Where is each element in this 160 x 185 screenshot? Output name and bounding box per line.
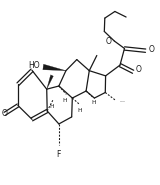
Polygon shape: [43, 64, 66, 71]
Text: ...: ...: [119, 98, 125, 103]
Text: HO: HO: [28, 61, 40, 70]
Text: H: H: [78, 108, 82, 113]
Text: F: F: [57, 150, 61, 159]
Text: O: O: [148, 45, 154, 53]
Text: O: O: [106, 37, 112, 46]
Text: O: O: [1, 109, 7, 118]
Text: H: H: [92, 100, 96, 105]
Text: O: O: [136, 65, 142, 74]
Polygon shape: [47, 75, 53, 89]
Text: H: H: [63, 98, 67, 103]
Text: H: H: [49, 104, 53, 109]
